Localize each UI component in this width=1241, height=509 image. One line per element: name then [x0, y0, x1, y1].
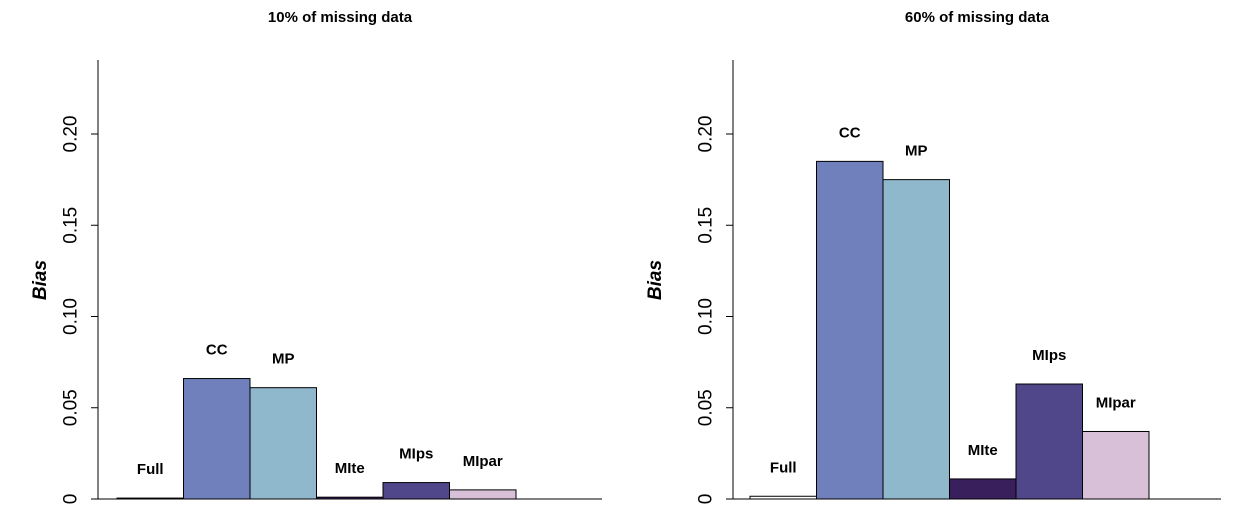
bar-label-mp: MP [905, 143, 928, 160]
bar-cc [183, 378, 251, 500]
bar-cc [816, 160, 884, 500]
bar-label-mipar: MIpar [1096, 394, 1136, 411]
bar-mite [949, 478, 1017, 500]
bar-mite [316, 496, 384, 500]
bar-label-mips: MIps [399, 446, 433, 463]
bar-full [116, 497, 184, 500]
y-tick-label: 0.20 [61, 116, 82, 153]
y-axis-label: Bias [30, 260, 51, 300]
bar-label-mp: MP [272, 351, 295, 368]
chart-panel-2: 60% of missing data Bias 0 0.05 0.10 0.15 0.20… [645, 9, 1221, 504]
bar-mipar [449, 489, 517, 500]
bar-label-cc: CC [206, 342, 228, 359]
y-tick-label: 0.15 [61, 207, 82, 244]
y-tick-label: 0.10 [61, 298, 82, 335]
bar-mp [249, 387, 317, 500]
bar-mips [1015, 383, 1083, 500]
y-tick-label: 0.20 [696, 116, 717, 153]
bar-mipar [1082, 430, 1150, 500]
y-tick-label: 0 [61, 494, 82, 505]
bar-mp [882, 179, 950, 500]
bar-mips [382, 482, 450, 500]
y-tick-label: 0.05 [61, 389, 82, 426]
bar-label-full: Full [770, 459, 797, 476]
bar-full [749, 495, 817, 500]
bar-label-mite: MIte [968, 442, 998, 459]
y-tick-label: 0 [696, 494, 717, 505]
bar-label-full: Full [137, 461, 164, 478]
bar-label-cc: CC [839, 124, 861, 141]
chart-title: 60% of missing data [905, 9, 1050, 26]
bar-label-mite: MIte [335, 460, 365, 477]
bar-label-mips: MIps [1032, 347, 1066, 364]
chart-panel-1: 10% of missing data Bias 0 0.05 0.10 0.15 0.20… [30, 9, 602, 504]
y-axis-label: Bias [645, 260, 666, 300]
y-tick-label: 0.05 [696, 389, 717, 426]
chart-title: 10% of missing data [268, 9, 413, 26]
y-tick-label: 0.15 [696, 207, 717, 244]
y-tick-label: 0.10 [696, 298, 717, 335]
bar-label-mipar: MIpar [463, 453, 503, 470]
